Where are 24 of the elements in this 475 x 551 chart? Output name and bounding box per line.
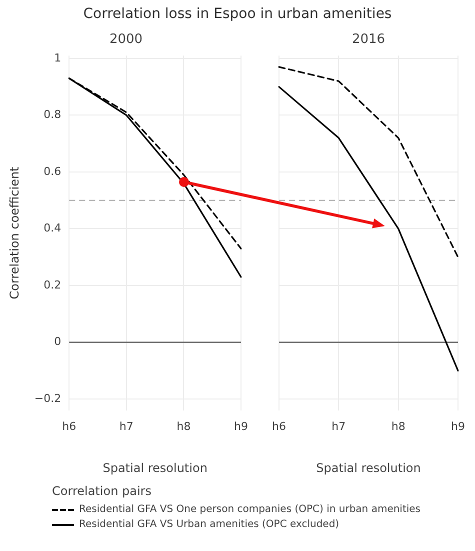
- chart-title: Correlation loss in Espoo in urban amenities: [82, 6, 393, 22]
- x-axis-title: Spatial resolution: [102, 460, 208, 475]
- x-tick-label: h6: [272, 420, 286, 433]
- chart-subtitle: 2016: [352, 32, 386, 48]
- x-axis-title: Spatial resolution: [316, 460, 421, 475]
- y-tick-label: 0.2: [44, 278, 62, 292]
- x-tick-label: h8: [176, 420, 191, 433]
- legend-label: Residential GFA VS Urban amenities (OPC excluded): [79, 519, 340, 530]
- y-tick-label: 1: [54, 51, 62, 64]
- y-tick-label: −0.2: [34, 392, 62, 405]
- x-tick-label: h7: [332, 420, 346, 433]
- x-tick-label: h9: [451, 420, 466, 433]
- x-tick-label: h7: [119, 420, 134, 433]
- y-axis-title: Correlation coefficient: [7, 166, 22, 300]
- y-tick-label: 0.8: [44, 108, 62, 122]
- x-tick-label: h8: [391, 420, 406, 433]
- y-tick-label: 0.6: [44, 164, 62, 178]
- x-tick-label: h9: [234, 420, 248, 433]
- x-tick-label: h6: [62, 420, 76, 433]
- legend-title: Correlation pairs: [52, 484, 152, 498]
- y-tick-label: 0.4: [44, 222, 62, 235]
- legend-label: Residential GFA VS One person companies (OPC) in urban amenities: [79, 504, 421, 515]
- y-tick-label: 0: [54, 335, 62, 348]
- chart-subtitle: 2000: [109, 32, 143, 48]
